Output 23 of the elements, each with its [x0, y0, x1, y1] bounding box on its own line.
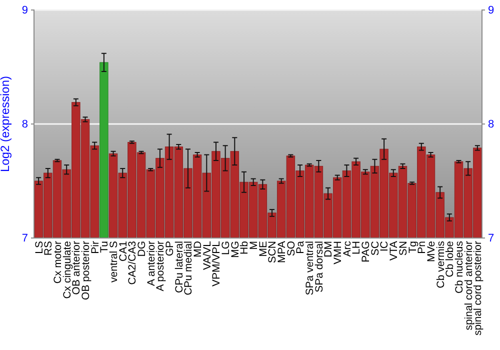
x-tick-label: DM	[322, 241, 335, 258]
x-tick-label: Cx cingulate	[61, 240, 74, 299]
y-axis-title: Log2 (expression)	[0, 76, 12, 172]
x-tick-label: Pa	[294, 240, 307, 254]
x-tick-label: Hb	[238, 240, 251, 254]
x-tick-label: Tg	[406, 240, 419, 254]
y2-tick-label: 9	[488, 4, 494, 17]
x-tick-label: LS	[33, 241, 46, 254]
x-tick-label: VA/VL	[201, 240, 214, 270]
x-tick-label: CA1	[117, 240, 130, 262]
x-tick-label: Pir	[89, 240, 102, 254]
x-tick-label: LH	[350, 241, 363, 254]
x-tick-label: IC	[378, 240, 391, 252]
y-tick-label: 8	[22, 118, 28, 131]
x-tick-label: SCN	[266, 241, 279, 264]
x-tick-label: SPa dorsal	[313, 241, 326, 292]
y2-tick-label: 8	[488, 118, 494, 131]
x-tick-label: A anterior	[145, 240, 158, 286]
y-tick-label: 7	[22, 232, 28, 245]
y-tick-label: 9	[22, 4, 28, 17]
x-tick-label: spinal cord anterior	[462, 240, 475, 330]
y2-tick-label: 7	[488, 232, 494, 245]
x-tick-label: spinal cord posterior	[472, 240, 484, 336]
